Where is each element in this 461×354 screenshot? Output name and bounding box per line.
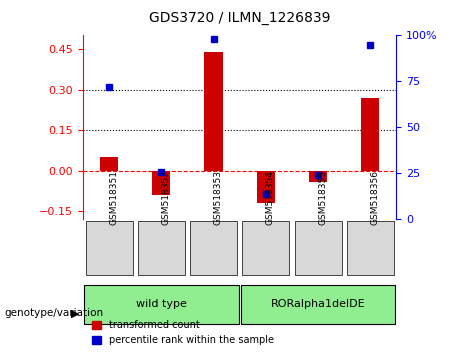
FancyBboxPatch shape	[295, 221, 342, 275]
Text: wild type: wild type	[136, 299, 187, 309]
Text: GSM518353: GSM518353	[213, 170, 223, 225]
FancyBboxPatch shape	[86, 221, 133, 275]
Text: ▶: ▶	[71, 308, 80, 318]
Text: GSM518352: GSM518352	[161, 170, 171, 225]
Text: GSM518355: GSM518355	[318, 170, 327, 225]
Text: RORalpha1delDE: RORalpha1delDE	[271, 299, 366, 309]
FancyBboxPatch shape	[190, 221, 237, 275]
Text: GDS3720 / ILMN_1226839: GDS3720 / ILMN_1226839	[149, 11, 331, 25]
Bar	[152, 171, 171, 195]
FancyBboxPatch shape	[241, 285, 396, 324]
Bar	[204, 52, 223, 171]
FancyBboxPatch shape	[84, 285, 239, 324]
Text: genotype/variation: genotype/variation	[5, 308, 104, 318]
FancyBboxPatch shape	[138, 221, 185, 275]
Bar	[309, 171, 327, 182]
FancyBboxPatch shape	[347, 221, 394, 275]
FancyBboxPatch shape	[242, 221, 290, 275]
Text: GSM518351: GSM518351	[109, 170, 118, 225]
Text: GSM518356: GSM518356	[370, 170, 379, 225]
Bar	[257, 171, 275, 203]
Legend: transformed count, percentile rank within the sample: transformed count, percentile rank withi…	[88, 316, 278, 349]
Text: GSM518354: GSM518354	[266, 170, 275, 225]
Bar	[100, 157, 118, 171]
Bar	[361, 98, 379, 171]
